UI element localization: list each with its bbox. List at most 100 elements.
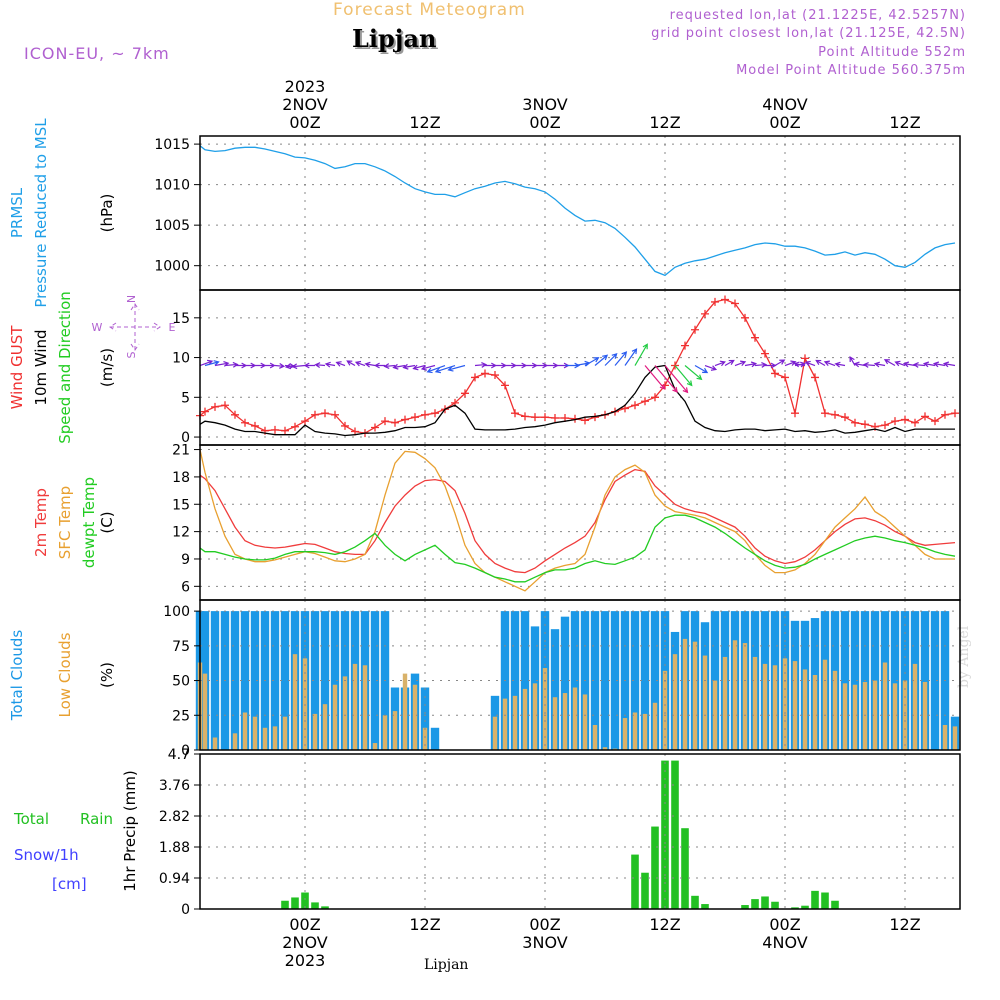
bar-total-clouds bbox=[600, 611, 610, 750]
bar-low-clouds bbox=[742, 643, 748, 750]
gust-marker bbox=[521, 412, 529, 421]
bar-low-clouds bbox=[882, 662, 888, 750]
gust-marker bbox=[301, 417, 309, 426]
bar-total-clouds bbox=[570, 611, 580, 750]
point-altitude: Point Altitude 552m bbox=[818, 45, 966, 60]
wind-arrow bbox=[584, 357, 600, 367]
y-tick-label: 50 bbox=[172, 674, 190, 690]
y-tick-label: 15 bbox=[172, 497, 190, 513]
bar-rain bbox=[311, 902, 319, 909]
wind-arrow bbox=[734, 360, 747, 367]
bar-low-clouds bbox=[752, 656, 758, 750]
top-hour-label: 00Z bbox=[529, 113, 560, 132]
panel-frame bbox=[199, 289, 961, 446]
bar-low-clouds bbox=[422, 727, 428, 750]
wind-arrow bbox=[402, 363, 416, 370]
bar-low-clouds bbox=[622, 718, 628, 750]
y-tick-label: 100 bbox=[163, 604, 190, 620]
bar-rain bbox=[811, 890, 819, 909]
bar-low-clouds bbox=[352, 663, 358, 750]
bar-low-clouds bbox=[392, 711, 398, 750]
left-label: Wind GUST bbox=[8, 325, 26, 410]
wind-arrow bbox=[474, 361, 488, 368]
wind-arrow bbox=[793, 361, 806, 368]
wind-arrow bbox=[902, 361, 916, 368]
bar-low-clouds bbox=[662, 670, 668, 750]
bar-total-clouds bbox=[270, 611, 280, 750]
bar-total-clouds bbox=[210, 611, 220, 750]
bar-rain bbox=[681, 828, 689, 909]
wind-arrow bbox=[634, 343, 648, 366]
gust-marker bbox=[321, 409, 329, 418]
wind-arrow bbox=[204, 360, 220, 367]
rain-label-total: Total bbox=[13, 810, 49, 828]
gust-marker bbox=[881, 421, 889, 430]
bar-total-clouds bbox=[920, 611, 930, 750]
bar-low-clouds bbox=[502, 698, 508, 750]
wind-arrow bbox=[614, 351, 628, 366]
gust-marker bbox=[631, 401, 639, 410]
bar-low-clouds bbox=[722, 656, 728, 750]
bar-low-clouds bbox=[682, 638, 688, 750]
panel-frame bbox=[199, 444, 961, 601]
bar-low-clouds bbox=[542, 668, 548, 750]
gust-marker bbox=[461, 389, 469, 398]
y-tick-label: 1000 bbox=[154, 259, 190, 275]
left-label: dewpt Temp bbox=[80, 477, 98, 568]
bar-low-clouds bbox=[342, 676, 348, 750]
bar-rain bbox=[321, 906, 329, 909]
gust-marker bbox=[491, 371, 499, 380]
gust-marker bbox=[831, 410, 839, 419]
bar-low-clouds bbox=[272, 726, 278, 750]
bar-low-clouds bbox=[492, 716, 498, 750]
wind-arrow bbox=[335, 361, 346, 367]
gust-marker bbox=[411, 413, 419, 422]
gust-marker bbox=[691, 325, 699, 334]
panel-frame bbox=[199, 599, 961, 751]
y-axis-label: (hPa) bbox=[98, 194, 116, 233]
bar-low-clouds bbox=[372, 743, 378, 750]
bar-total-clouds bbox=[230, 611, 240, 750]
y-tick-label: 15 bbox=[172, 311, 190, 327]
bar-total-clouds bbox=[610, 611, 620, 750]
wind-arrow bbox=[664, 365, 689, 394]
gust-marker bbox=[501, 381, 509, 390]
wind-arrow bbox=[873, 361, 886, 368]
bar-total-clouds bbox=[330, 611, 340, 750]
bar-low-clouds bbox=[262, 727, 268, 750]
y-tick-label: 9 bbox=[181, 552, 190, 568]
gust-marker bbox=[331, 410, 339, 419]
top-day-label: 2NOV bbox=[282, 95, 327, 114]
wind-arrow bbox=[674, 365, 693, 387]
bar-low-clouds bbox=[202, 673, 208, 750]
wind-arrow bbox=[912, 361, 926, 368]
bottom-hour-label: 00Z bbox=[289, 915, 320, 934]
gust-marker bbox=[371, 423, 379, 432]
bottom-hour-label: 00Z bbox=[769, 915, 800, 934]
bar-low-clouds bbox=[642, 713, 648, 750]
footer-location: Lipjan bbox=[424, 957, 469, 973]
bottom-hour-label: 12Z bbox=[889, 915, 920, 934]
bar-rain bbox=[701, 904, 709, 909]
compass-rose: N S W E bbox=[92, 295, 176, 359]
wind-arrow bbox=[654, 365, 678, 393]
y-tick-label: 1.88 bbox=[159, 840, 190, 856]
bar-total-clouds bbox=[420, 687, 430, 750]
gust-marker bbox=[931, 417, 939, 426]
gust-marker bbox=[951, 409, 959, 418]
compass-e: E bbox=[169, 321, 176, 334]
gust-marker bbox=[801, 354, 809, 363]
bar-total-clouds bbox=[590, 611, 600, 750]
top-hour-label: 12Z bbox=[889, 113, 920, 132]
bar-low-clouds bbox=[552, 697, 558, 750]
bar-low-clouds bbox=[332, 684, 338, 750]
wind-arrow bbox=[515, 362, 528, 369]
gust-marker bbox=[821, 409, 829, 418]
wind-arrow bbox=[644, 365, 666, 390]
wind-arrow bbox=[894, 360, 906, 367]
bar-low-clouds bbox=[312, 713, 318, 750]
bar-rain bbox=[791, 907, 799, 909]
wind-arrow bbox=[495, 362, 507, 369]
wind-arrow bbox=[354, 360, 366, 367]
